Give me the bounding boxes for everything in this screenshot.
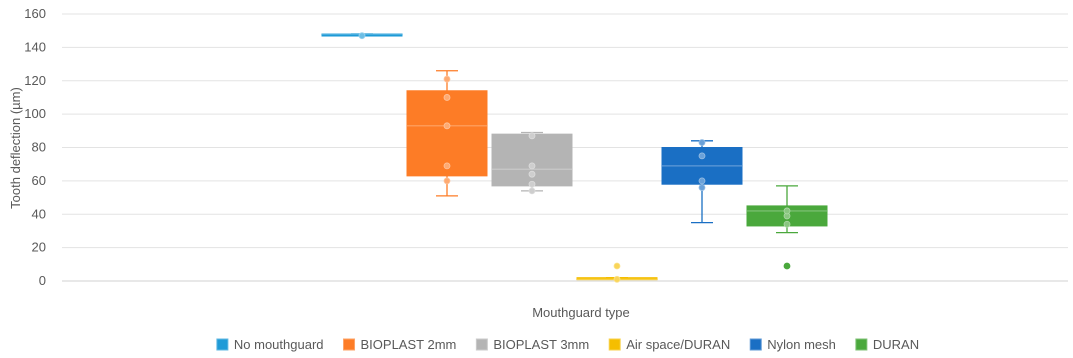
- data-point: [613, 262, 621, 270]
- box-group: [746, 185, 828, 270]
- data-point: [443, 162, 451, 170]
- legend-item: Air space/DURAN: [608, 337, 730, 352]
- y-tick-label: 80: [32, 140, 46, 155]
- legend-swatch: [216, 338, 229, 351]
- legend-label: No mouthguard: [234, 337, 324, 352]
- legend-swatch: [855, 338, 868, 351]
- y-tick-label: 160: [24, 6, 46, 21]
- data-point: [528, 162, 536, 170]
- x-axis-title: Mouthguard type: [532, 305, 630, 320]
- legend-item: DURAN: [855, 337, 919, 352]
- legend-label: DURAN: [873, 337, 919, 352]
- y-axis-title: Tooth deflection (µm): [8, 87, 23, 209]
- legend-swatch: [475, 338, 488, 351]
- data-point: [783, 207, 791, 215]
- y-tick-label: 140: [24, 39, 46, 54]
- data-point: [783, 220, 791, 228]
- data-point: [698, 152, 706, 160]
- data-point: [528, 170, 536, 178]
- y-tick-label: 60: [32, 173, 46, 188]
- y-axis-ticks: 0 20 40 60 80 100 120 140 160: [24, 6, 46, 288]
- legend-item: Nylon mesh: [749, 337, 836, 352]
- legend-label: BIOPLAST 2mm: [361, 337, 457, 352]
- y-tick-label: 20: [32, 240, 46, 255]
- legend-label: BIOPLAST 3mm: [493, 337, 589, 352]
- legend-swatch: [749, 338, 762, 351]
- box: [406, 90, 488, 177]
- data-point: [443, 177, 451, 185]
- legend-item: No mouthguard: [216, 337, 324, 352]
- data-point: [613, 275, 621, 283]
- data-point: [443, 122, 451, 130]
- legend-swatch: [343, 338, 356, 351]
- y-tick-label: 40: [32, 206, 46, 221]
- box-group: [661, 139, 743, 224]
- legend-item: BIOPLAST 2mm: [343, 337, 457, 352]
- box-group: [491, 131, 573, 195]
- box-group: [406, 70, 488, 197]
- box: [491, 133, 573, 187]
- outlier-point: [783, 262, 791, 270]
- boxes: [321, 32, 828, 283]
- data-point: [698, 184, 706, 191]
- legend-label: Nylon mesh: [767, 337, 836, 352]
- data-point: [698, 177, 706, 185]
- data-point: [528, 187, 536, 195]
- data-point: [358, 32, 366, 40]
- legend-item: BIOPLAST 3mm: [475, 337, 589, 352]
- legend: No mouthguard BIOPLAST 2mm BIOPLAST 3mm Air…: [216, 337, 919, 352]
- box-group: [576, 262, 658, 283]
- data-point: [443, 75, 451, 83]
- data-point: [443, 94, 451, 101]
- box-group: [321, 32, 403, 40]
- data-point: [698, 139, 706, 146]
- y-tick-label: 100: [24, 106, 46, 121]
- legend-swatch: [608, 338, 621, 351]
- y-tick-label: 120: [24, 73, 46, 88]
- y-tick-label: 0: [39, 273, 46, 288]
- data-point: [528, 180, 536, 188]
- data-point: [528, 132, 536, 140]
- legend-label: Air space/DURAN: [626, 337, 730, 352]
